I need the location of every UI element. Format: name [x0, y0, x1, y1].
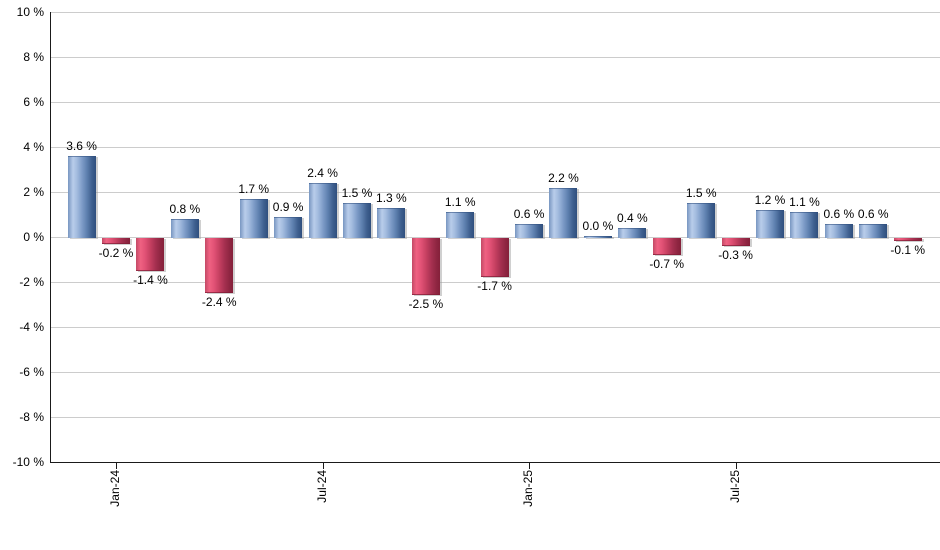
bar-value-label: 1.5 %: [341, 186, 373, 201]
bar-value-label: 3.6 %: [66, 139, 97, 153]
y-axis-label: 10 %: [16, 5, 44, 19]
bar-value-label: -2.5 %: [408, 297, 444, 312]
y-axis-label: 8 %: [23, 50, 44, 64]
bar: [756, 210, 784, 238]
y-axis-label: -10 %: [12, 455, 44, 469]
bar-value-label: 0.6 %: [513, 206, 545, 221]
y-axis-label: 6 %: [23, 95, 44, 109]
bar: [859, 223, 888, 238]
y-axis-label: -4 %: [19, 320, 44, 334]
bar-value-label: 0.8 %: [169, 202, 201, 216]
x-axis-tick: [116, 462, 118, 469]
bar-value-label: 0.9 %: [272, 199, 304, 214]
bar: [446, 212, 475, 238]
bar-value-label: -0.1 %: [890, 243, 926, 258]
bar: [377, 207, 406, 238]
bar-value-label: -2.4 %: [201, 295, 237, 309]
bar: [790, 212, 819, 238]
x-axis-label: Jan-24: [108, 470, 123, 507]
bar-value-label: 0.6 %: [857, 206, 889, 221]
bar: [205, 238, 234, 293]
bar-value-label: 1.7 %: [238, 181, 270, 196]
gridline: [50, 57, 940, 58]
bar: [824, 223, 853, 238]
y-axis-line: [50, 12, 51, 463]
bar: [136, 238, 165, 271]
bar-value-label: -0.2 %: [98, 245, 134, 260]
bar-value-label: 2.4 %: [307, 166, 338, 180]
bar-value-label: -0.3 %: [718, 247, 753, 262]
bar: [480, 238, 509, 278]
gridline: [50, 327, 940, 328]
bar: [515, 223, 544, 238]
bar: [549, 187, 578, 238]
bar-value-label: 1.5 %: [685, 186, 717, 201]
bar-value-label: 0.0 %: [582, 218, 614, 233]
bar-value-label: 1.1 %: [444, 195, 476, 210]
bar: [583, 235, 612, 238]
bar-value-label: 1.3 %: [376, 190, 407, 205]
y-axis-label: 4 %: [23, 140, 44, 154]
bar: [687, 203, 716, 238]
bar-value-label: 1.2 %: [754, 193, 786, 207]
y-axis-label: 2 %: [23, 185, 44, 199]
bar: [721, 238, 750, 246]
bar-value-label: -0.7 %: [649, 256, 685, 271]
x-axis-label: Jul-24: [314, 470, 329, 503]
bar-value-label: 1.1 %: [789, 195, 820, 210]
x-axis-tick: [322, 462, 324, 469]
bar: [411, 238, 440, 296]
x-axis-tick: [529, 462, 531, 469]
gridline: [50, 237, 940, 238]
gridline: [50, 417, 940, 418]
bar-value-label: -1.7 %: [477, 279, 512, 294]
gridline: [50, 102, 940, 103]
bar: [652, 238, 681, 255]
y-axis-label: -6 %: [19, 365, 44, 379]
bar: [893, 238, 922, 242]
gridline: [50, 192, 940, 193]
bar: [342, 203, 371, 238]
y-axis-label: -8 %: [19, 410, 44, 424]
bar-value-label: 0.4 %: [616, 211, 648, 225]
x-axis-label: Jul-25: [727, 470, 742, 503]
gridline: [50, 372, 940, 373]
gridline: [50, 282, 940, 283]
bar: [308, 183, 337, 238]
bar-value-label: 0.6 %: [823, 206, 855, 221]
bar: [274, 216, 303, 238]
y-axis-label: -2 %: [19, 275, 44, 289]
y-axis-label: 0 %: [23, 230, 44, 244]
x-axis-tick: [735, 462, 737, 469]
gridline: [50, 147, 940, 148]
gridline: [50, 12, 940, 13]
x-axis-line: [50, 462, 940, 463]
bar: [102, 238, 131, 244]
x-axis-label: Jan-25: [521, 470, 536, 507]
bar: [170, 219, 199, 238]
bar: [618, 228, 647, 238]
bar-value-label: 2.2 %: [548, 170, 579, 185]
bar-value-label: -1.4 %: [133, 272, 168, 287]
bar: [67, 156, 96, 238]
bar: [239, 198, 268, 238]
